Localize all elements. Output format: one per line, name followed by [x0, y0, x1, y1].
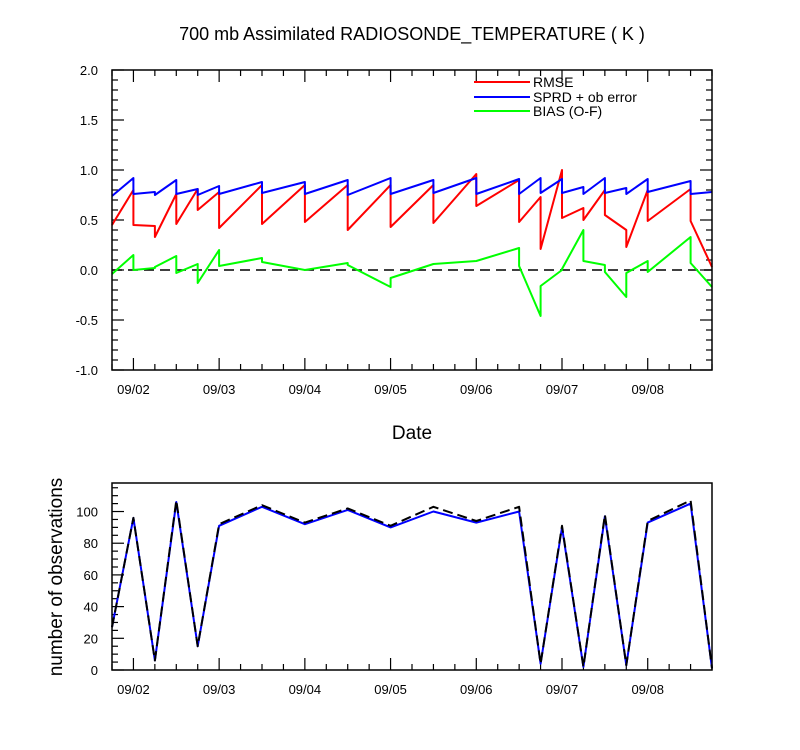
top-x-tick-label: 09/04 [289, 382, 322, 397]
bottom-y-tick-label: 20 [84, 631, 98, 646]
top-y-tick-label: 2.0 [80, 63, 98, 78]
bottom-x-tick-label: 09/06 [460, 682, 493, 697]
top-x-tick-label: 09/03 [203, 382, 236, 397]
bottom-plot-frame [111, 482, 713, 671]
top-y-tick-label: 1.5 [80, 113, 98, 128]
legend: RMSE SPRD + ob error BIAS (O-F) [474, 74, 637, 119]
bottom-x-tick-label: 09/08 [631, 682, 664, 697]
bottom-x-tick-label: 09/02 [117, 682, 150, 697]
bottom-series [111, 499, 713, 669]
bottom-x-tick-label: 09/05 [374, 682, 407, 697]
top-series [111, 169, 713, 317]
bottom-y-tick-label: 0 [91, 663, 98, 678]
legend-item-rmse: RMSE [474, 74, 573, 90]
bottom-x-tick-label: 09/07 [546, 682, 579, 697]
top-x-tick-label: 09/07 [546, 382, 579, 397]
top-series-rmse [111, 169, 713, 268]
top-y-tick-label: -1.0 [76, 363, 98, 378]
legend-item-bias: BIAS (O-F) [474, 103, 602, 119]
chart-title: 700 mb Assimilated RADIOSONDE_TEMPERATUR… [179, 24, 645, 45]
legend-label-bias: BIAS (O-F) [533, 103, 602, 119]
bottom-ticks: 09/02 09/03 09/04 09/05 09/06 09/07 09/08 0 20 40… [76, 487, 713, 697]
top-plot-frame [111, 69, 713, 371]
top-series-sprd-ob-error [111, 177, 713, 197]
top-x-tick-label: 09/05 [374, 382, 407, 397]
legend-label-rmse: RMSE [533, 74, 573, 90]
bottom-y-tick-label: 80 [84, 536, 98, 551]
bottom-y-tick-label: 100 [76, 505, 98, 520]
bottom-series-assimilated [111, 501, 713, 669]
bottom-x-tick-label: 09/04 [289, 682, 322, 697]
bottom-series-possible [111, 499, 713, 669]
top-panel: 09/02 09/03 09/04 09/05 09/06 09/07 09/08 -1.0 -… [76, 63, 713, 444]
top-x-tick-label: 09/02 [117, 382, 150, 397]
top-y-tick-label: -0.5 [76, 313, 98, 328]
bottom-panel: 09/02 09/03 09/04 09/05 09/06 09/07 09/08 0 20 40… [46, 478, 713, 697]
bottom-y-tick-label: 40 [84, 600, 98, 615]
y-axis-label-observations: number of observations [46, 478, 67, 677]
top-y-tick-label: 1.0 [80, 163, 98, 178]
top-y-tick-label: 0.5 [80, 213, 98, 228]
top-x-tick-label: 09/08 [631, 382, 664, 397]
bottom-x-tick-label: 09/03 [203, 682, 236, 697]
bottom-y-tick-label: 60 [84, 568, 98, 583]
top-series-bias-o-f [111, 229, 713, 317]
top-y-tick-label: 0.0 [80, 263, 98, 278]
legend-label-sprd: SPRD + ob error [533, 89, 637, 105]
top-x-tick-label: 09/06 [460, 382, 493, 397]
legend-item-sprd: SPRD + ob error [474, 89, 637, 105]
x-axis-label: Date [392, 423, 432, 444]
top-ticks: 09/02 09/03 09/04 09/05 09/06 09/07 09/08 -1.0 -… [76, 63, 713, 397]
